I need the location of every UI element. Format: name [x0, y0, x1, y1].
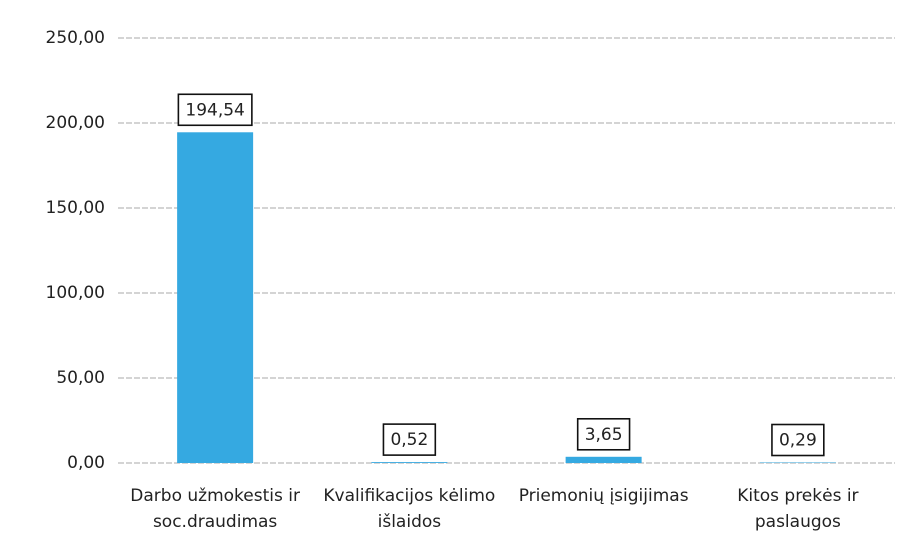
data-label-box — [576, 417, 631, 451]
y-tick-label: 200,00 — [46, 113, 105, 133]
y-tick-label: 150,00 — [46, 198, 105, 218]
data-label-box — [177, 93, 253, 127]
bar — [565, 456, 642, 463]
data-label: 194,54 — [185, 100, 244, 120]
data-label-box — [382, 423, 437, 456]
y-tick-label: 100,00 — [46, 283, 105, 303]
bar — [759, 462, 836, 464]
data-label-box — [771, 423, 825, 457]
data-label: 0,29 — [779, 431, 817, 451]
y-tick-label: 250,00 — [46, 28, 105, 48]
x-tick-label: Priemonių įsigijimas — [518, 486, 689, 506]
x-tick-label: Kvalifikacijos kėlimo išlaidos — [323, 486, 496, 532]
bar — [177, 132, 254, 464]
x-tick-label: Kitos prekės ir paslaugos — [737, 486, 859, 532]
data-label: 0,52 — [390, 430, 428, 450]
data-label: 3,65 — [585, 425, 623, 445]
y-tick-label: 0,00 — [67, 453, 105, 473]
x-tick-label: Darbo užmokestis ir soc.draudimas — [130, 486, 300, 532]
y-tick-label: 50,00 — [56, 368, 105, 388]
bar — [371, 462, 448, 463]
